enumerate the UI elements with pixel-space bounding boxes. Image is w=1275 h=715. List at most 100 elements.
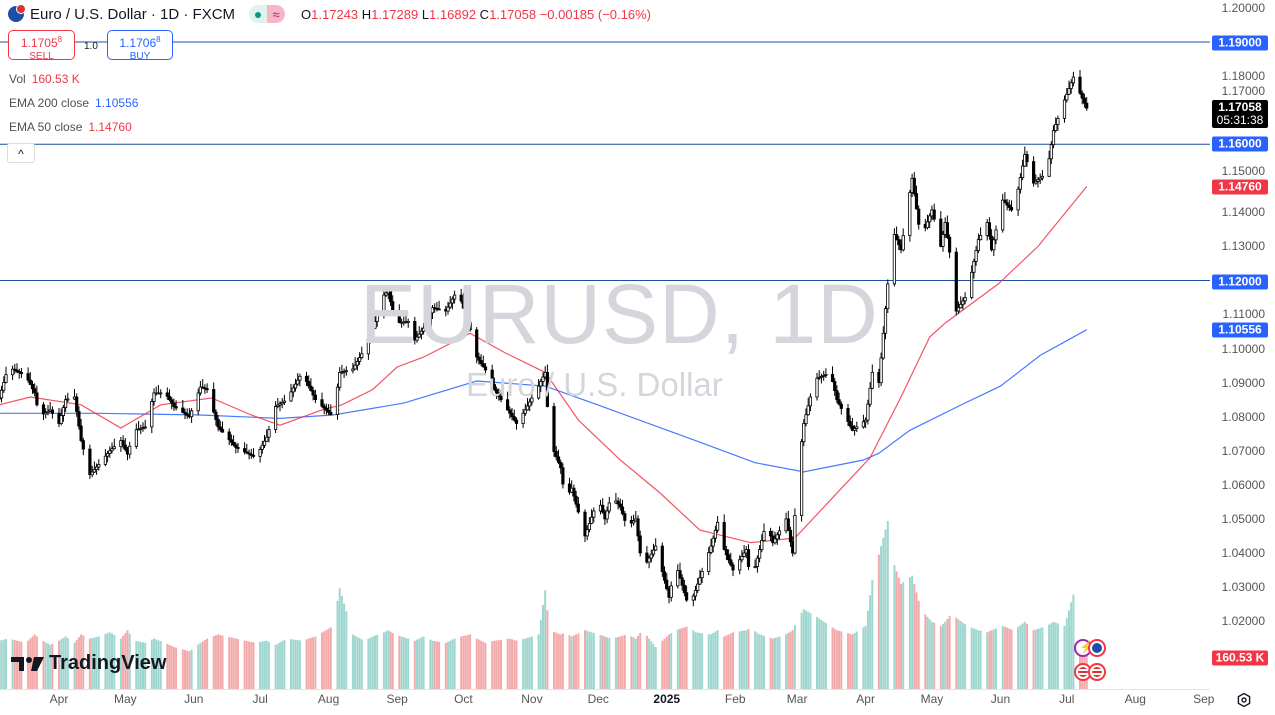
candle-down — [174, 406, 178, 409]
volume-bar — [1072, 594, 1075, 689]
volume-bar — [60, 639, 63, 689]
volume-bar — [259, 642, 262, 689]
volume-bar — [1041, 627, 1044, 689]
volume-bar — [637, 635, 639, 689]
volume-bar — [800, 612, 803, 689]
candle-down — [123, 444, 127, 451]
candle-up — [853, 428, 857, 431]
volume-bar — [367, 638, 370, 689]
gear-icon[interactable] — [1236, 692, 1252, 708]
collapse-legend-button[interactable]: ^ — [7, 143, 35, 163]
buy-button[interactable]: 1.17068 BUY — [107, 30, 173, 62]
candle-up — [280, 401, 284, 405]
price-tick-label: 1.13000 — [1221, 239, 1265, 254]
candle-up — [1067, 88, 1071, 95]
candle-up — [992, 239, 996, 251]
volume-bar — [338, 588, 341, 689]
candle-down — [556, 456, 561, 463]
legend-ema200[interactable]: EMA 200 close 1.10556 — [9, 96, 139, 110]
eu-event-flag-icon[interactable] — [1088, 639, 1106, 657]
us-event-flag-icon-2[interactable] — [1088, 663, 1106, 681]
volume-bar — [1021, 623, 1024, 689]
volume-bar — [1026, 623, 1028, 689]
candle-down — [505, 399, 510, 411]
volume-bar — [648, 638, 651, 689]
volume-bar — [139, 642, 142, 689]
volume-bar — [276, 643, 279, 689]
candle-down — [987, 222, 992, 237]
volume-bar — [66, 638, 69, 689]
volume-bar — [590, 632, 593, 689]
candle-up — [959, 303, 963, 309]
symbol-title[interactable]: Euro / U.S. Dollar · 1D · FXCM — [30, 5, 236, 23]
volume-bar — [360, 639, 363, 689]
volume-bar — [429, 639, 432, 689]
candle-up — [428, 312, 432, 329]
volume-bar — [1070, 602, 1073, 689]
volume-bar — [654, 647, 657, 689]
volume-bar — [970, 627, 973, 689]
status-pill[interactable]: ● ≈ — [249, 5, 286, 23]
candle-up — [97, 463, 101, 468]
candle-up — [605, 510, 609, 520]
volume-bar — [522, 639, 525, 689]
candle-down — [682, 584, 687, 594]
volume-bar — [630, 636, 633, 689]
volume-bar — [2, 639, 5, 689]
candle-down — [497, 392, 501, 397]
candle-down — [1085, 102, 1089, 109]
candle-down — [1005, 202, 1009, 206]
sell-button[interactable]: 1.17058 SELL — [8, 30, 75, 62]
candle-up — [815, 377, 819, 398]
candle-down — [912, 177, 916, 195]
candle-up — [357, 357, 362, 362]
price-tick-label: 1.03000 — [1221, 580, 1265, 595]
legend-ema50[interactable]: EMA 50 close 1.14760 — [9, 120, 132, 134]
volume-bar — [398, 635, 401, 689]
time-tick-label: Dec — [587, 692, 609, 706]
price-tick-label: 1.07000 — [1221, 443, 1265, 458]
candle-down — [234, 444, 238, 448]
candle-down — [490, 369, 494, 386]
time-tick-label: 2025 — [653, 692, 681, 706]
volume-bar — [1003, 626, 1006, 689]
candle-up — [66, 398, 70, 401]
candle-up — [260, 444, 264, 450]
candle-up — [335, 386, 340, 416]
candle-up — [691, 595, 695, 601]
candle-up — [974, 250, 978, 262]
candle-down — [514, 419, 519, 424]
candle-down — [746, 549, 751, 567]
candle-down — [121, 440, 125, 446]
tradingview-logo[interactable]: TradingView — [11, 652, 166, 675]
candle-up — [368, 333, 373, 340]
candle-up — [152, 392, 156, 402]
candle-up — [282, 400, 287, 403]
candle-down — [512, 416, 516, 421]
volume-bar — [769, 637, 772, 689]
volume-bar — [961, 622, 964, 689]
candle-up — [753, 566, 757, 568]
volume-bar — [663, 638, 666, 689]
candle-up — [446, 306, 450, 312]
candle-down — [50, 409, 55, 414]
candle-up — [649, 553, 653, 559]
volume-bar — [453, 638, 456, 689]
legend-volume[interactable]: Vol 160.53 K — [9, 72, 80, 86]
candle-down — [468, 322, 472, 331]
volume-bar — [104, 634, 107, 689]
volume-bar — [546, 610, 549, 690]
candle-up — [870, 371, 874, 389]
candle-up — [976, 239, 981, 251]
candle-down — [1007, 204, 1011, 208]
volume-bar — [73, 642, 76, 689]
candle-up — [979, 234, 983, 241]
volume-bar — [497, 640, 500, 689]
volume-bar — [329, 627, 332, 689]
candle-up — [822, 374, 826, 377]
time-tick-label: Jun — [990, 692, 1011, 706]
price-tick-label: 1.08000 — [1221, 409, 1265, 424]
time-tick-label: Oct — [454, 692, 473, 706]
candle-down — [1025, 154, 1029, 163]
